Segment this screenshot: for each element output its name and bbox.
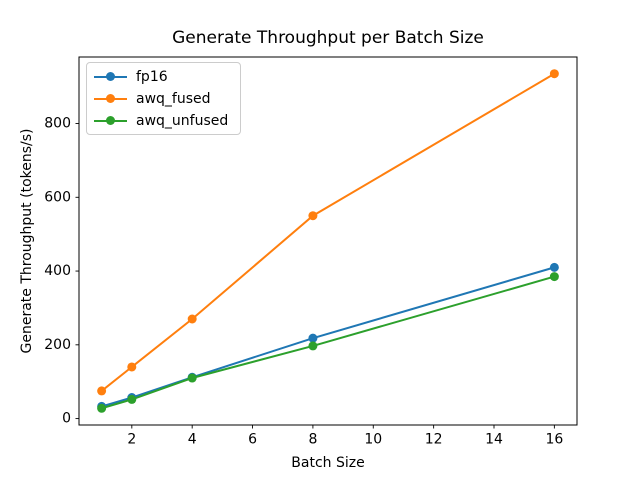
data-point-awq_unfused — [308, 341, 318, 351]
legend-item-fp16: fp16 — [94, 68, 228, 85]
x-tick-label: 4 — [188, 432, 197, 448]
legend-marker-circle — [106, 116, 115, 125]
x-tick-label: 8 — [308, 432, 317, 448]
data-point-awq_unfused — [97, 403, 107, 413]
legend-label: awq_fused — [136, 90, 211, 107]
data-point-awq_fused — [549, 69, 559, 79]
x-tick-label: 10 — [364, 432, 382, 448]
data-point-awq_fused — [308, 211, 318, 221]
data-point-awq_fused — [127, 362, 137, 372]
legend-line-sample — [94, 93, 127, 104]
x-tick-label: 12 — [425, 432, 443, 448]
data-point-fp16 — [308, 333, 318, 343]
legend-item-awq_unfused: awq_unfused — [94, 112, 229, 129]
x-tick-label: 6 — [248, 432, 257, 448]
x-axis-label: Batch Size — [291, 455, 365, 471]
legend-line-sample — [94, 115, 127, 126]
legend-marker-circle — [106, 94, 115, 103]
data-point-fp16 — [549, 262, 559, 272]
series-line-awq_unfused — [100, 275, 556, 410]
data-point-awq_unfused — [187, 373, 197, 383]
y-tick-label: 400 — [44, 263, 71, 279]
chart-title: Generate Throughput per Batch Size — [172, 28, 484, 48]
y-tick-label: 600 — [44, 189, 71, 205]
y-axis-label: Generate Throughput (tokens/s) — [19, 128, 35, 354]
legend: fp16 awq_fused awq_unfused — [86, 62, 242, 135]
y-tick-label: 0 — [62, 411, 71, 427]
data-point-awq_fused — [187, 314, 197, 324]
legend-line-sample — [94, 71, 127, 82]
plot-border — [78, 56, 578, 426]
data-point-awq_unfused — [127, 394, 137, 404]
y-tick-label: 200 — [44, 337, 71, 353]
legend-label: awq_unfused — [136, 112, 229, 129]
x-tick-label: 14 — [485, 432, 503, 448]
legend-marker-circle — [106, 72, 115, 81]
legend-item-awq_fused: awq_fused — [94, 90, 228, 107]
data-point-awq_unfused — [549, 272, 559, 282]
y-tick-label: 800 — [44, 116, 71, 132]
x-tick-label: 16 — [545, 432, 563, 448]
data-point-awq_fused — [97, 386, 107, 396]
legend-label: fp16 — [136, 68, 168, 85]
x-tick-label: 2 — [127, 432, 136, 448]
